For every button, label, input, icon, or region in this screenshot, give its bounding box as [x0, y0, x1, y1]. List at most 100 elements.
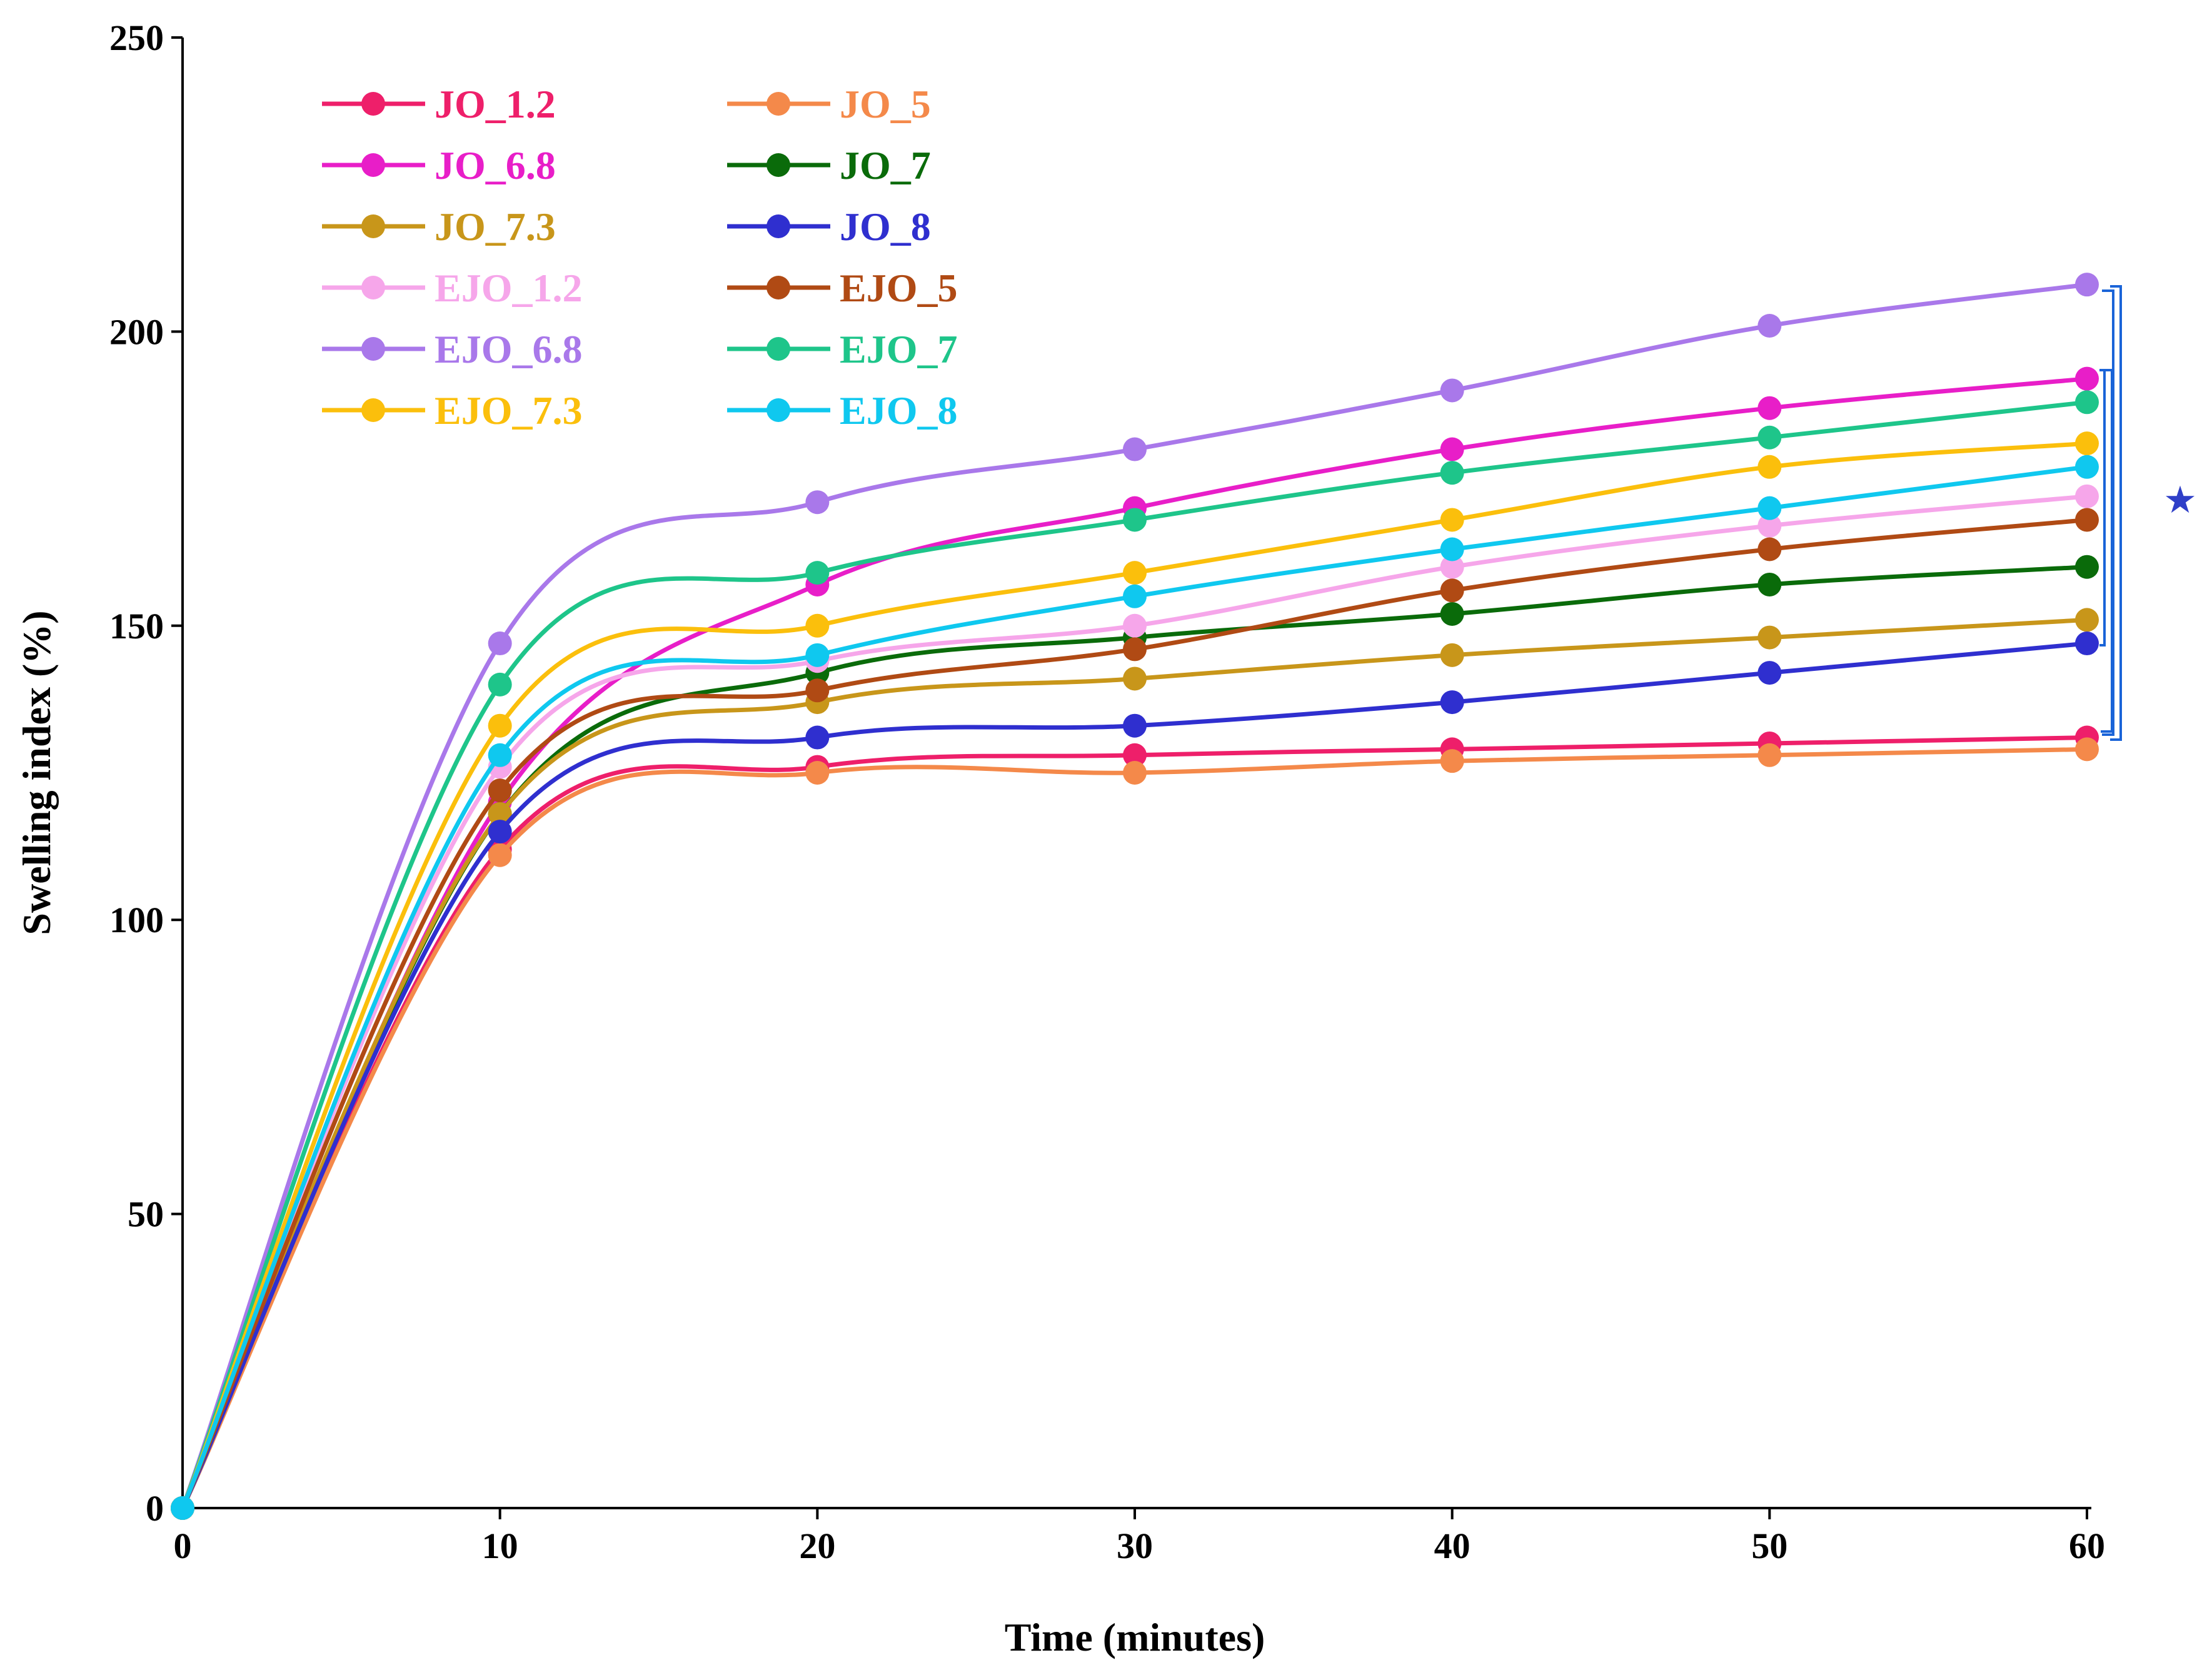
legend-item-ejo-7-3: EJO_7.3 — [322, 388, 582, 433]
data-point-jo-8-50 — [1757, 661, 1782, 685]
data-point-ejo-8-40 — [1440, 537, 1464, 561]
data-point-jo-7-60 — [2075, 555, 2099, 579]
data-point-ejo-8-0 — [171, 1496, 194, 1520]
legend-label-ejo-5: EJO_5 — [840, 266, 957, 310]
data-point-ejo-1-2-50 — [1757, 513, 1782, 538]
series-line-jo-5 — [180, 747, 2088, 1509]
legend-label-jo-1-2: JO_1.2 — [435, 82, 556, 126]
data-point-ejo-5-30 — [1123, 637, 1147, 661]
data-point-ejo-6-8-40 — [1440, 378, 1464, 403]
legend-marker-jo-1-2 — [361, 92, 385, 116]
data-point-ejo-6-8-30 — [1123, 437, 1147, 461]
data-point-jo-8-10 — [488, 820, 512, 844]
data-point-jo-7-40 — [1440, 601, 1464, 626]
series-line-jo-7-3 — [180, 617, 2088, 1509]
legend-label-jo-8: JO_8 — [840, 204, 931, 249]
data-point-jo-7-3-50 — [1757, 625, 1782, 650]
legend-marker-jo-7-3 — [361, 214, 385, 238]
data-point-jo-7-3-40 — [1440, 643, 1464, 667]
data-point-ejo-5-60 — [2075, 508, 2099, 532]
y-tick-label: 0 — [146, 1488, 164, 1529]
series-jo-5 — [171, 737, 2099, 1520]
legend-label-jo-7: JO_7 — [840, 143, 931, 188]
data-point-jo-5-40 — [1440, 749, 1464, 773]
y-tick-label: 200 — [109, 311, 164, 352]
data-point-ejo-7-20 — [805, 561, 830, 585]
y-tick-label: 50 — [128, 1194, 164, 1235]
data-point-jo-8-40 — [1440, 690, 1464, 715]
x-tick-label: 10 — [482, 1526, 518, 1566]
x-ticks: 0 10 20 30 40 50 60 — [174, 1508, 2105, 1566]
legend-label-ejo-8: EJO_8 — [840, 388, 957, 433]
significance-brackets — [2099, 285, 2122, 741]
legend-marker-jo-5 — [767, 92, 790, 116]
data-point-ejo-7-60 — [2075, 390, 2099, 415]
data-point-ejo-5-40 — [1440, 578, 1464, 603]
legend-marker-ejo-7-3 — [361, 398, 385, 422]
data-point-ejo-8-60 — [2075, 455, 2099, 479]
series-line-jo-6-8 — [180, 376, 2088, 1509]
legend-label-ejo-1-2: EJO_1.2 — [435, 266, 582, 310]
series-line-jo-1-2 — [180, 735, 2088, 1509]
x-tick-label: 40 — [1434, 1526, 1470, 1566]
legend-label-jo-5: JO_5 — [840, 82, 931, 126]
series-ejo-7 — [171, 390, 2099, 1520]
legend: JO_1.2 JO_5 JO_6.8 JO_7 JO_7.3 JO_8 EJO_1.2 EJO… — [322, 82, 957, 433]
legend-marker-ejo-6-8 — [361, 337, 385, 361]
data-point-ejo-6-8-10 — [488, 631, 512, 656]
series-line-ejo-5 — [180, 518, 2088, 1509]
data-point-jo-6-8-40 — [1440, 437, 1464, 461]
y-tick-label: 100 — [109, 900, 164, 940]
data-point-jo-8-20 — [805, 725, 830, 750]
data-point-ejo-8-30 — [1123, 584, 1147, 608]
legend-label-ejo-6-8: EJO_6.8 — [435, 327, 582, 371]
series-group — [171, 273, 2099, 1520]
data-point-jo-7-3-60 — [2075, 608, 2099, 632]
data-point-jo-5-60 — [2075, 737, 2099, 762]
legend-label-jo-6-8: JO_6.8 — [435, 143, 556, 188]
data-point-ejo-7-30 — [1123, 508, 1147, 532]
legend-marker-jo-8 — [767, 214, 790, 238]
data-point-ejo-7-3-50 — [1757, 455, 1782, 479]
series-line-ejo-7-3 — [180, 441, 2088, 1509]
y-tick-label: 150 — [109, 606, 164, 646]
data-point-ejo-7-3-30 — [1123, 561, 1147, 585]
legend-marker-jo-6-8 — [361, 153, 385, 177]
data-point-ejo-6-8-20 — [805, 490, 830, 515]
data-point-jo-7-50 — [1757, 572, 1782, 596]
data-point-ejo-5-20 — [805, 678, 830, 703]
legend-label-ejo-7-3: EJO_7.3 — [435, 388, 582, 433]
data-point-ejo-1-2-40 — [1440, 555, 1464, 579]
data-point-jo-5-50 — [1757, 743, 1782, 767]
series-ejo-8 — [171, 455, 2099, 1520]
data-point-jo-6-8-60 — [2075, 366, 2099, 391]
x-tick-label: 60 — [2069, 1526, 2105, 1566]
x-tick-label: 50 — [1751, 1526, 1787, 1566]
data-point-ejo-5-10 — [488, 778, 512, 803]
series-line-jo-7 — [180, 565, 2088, 1509]
series-line-ejo-8 — [180, 465, 2088, 1509]
legend-item-ejo-7: EJO_7 — [727, 327, 957, 371]
bracket-outer — [2110, 285, 2122, 741]
legend-item-jo-6-8: JO_6.8 — [322, 143, 556, 188]
x-axis-title: Time (minutes) — [1005, 1615, 1265, 1659]
data-point-ejo-8-20 — [805, 643, 830, 667]
legend-marker-jo-7 — [767, 153, 790, 177]
data-point-jo-7-3-10 — [488, 802, 512, 826]
bracket-inner — [2099, 369, 2106, 646]
legend-item-ejo-8: EJO_8 — [727, 388, 957, 433]
x-tick-label: 20 — [799, 1526, 835, 1566]
legend-label-jo-7-3: JO_7.3 — [435, 204, 556, 249]
series-line-jo-8 — [180, 641, 2088, 1509]
data-point-ejo-7-3-60 — [2075, 431, 2099, 456]
data-point-ejo-8-10 — [488, 743, 512, 767]
data-point-ejo-7-3-40 — [1440, 508, 1464, 532]
data-point-jo-8-60 — [2075, 631, 2099, 656]
legend-marker-ejo-7 — [767, 337, 790, 361]
y-axis-title: Swelling index (%) — [14, 610, 59, 935]
legend-item-ejo-5: EJO_5 — [727, 266, 957, 310]
data-point-jo-5-30 — [1123, 761, 1147, 785]
x-tick-label: 0 — [174, 1526, 192, 1566]
